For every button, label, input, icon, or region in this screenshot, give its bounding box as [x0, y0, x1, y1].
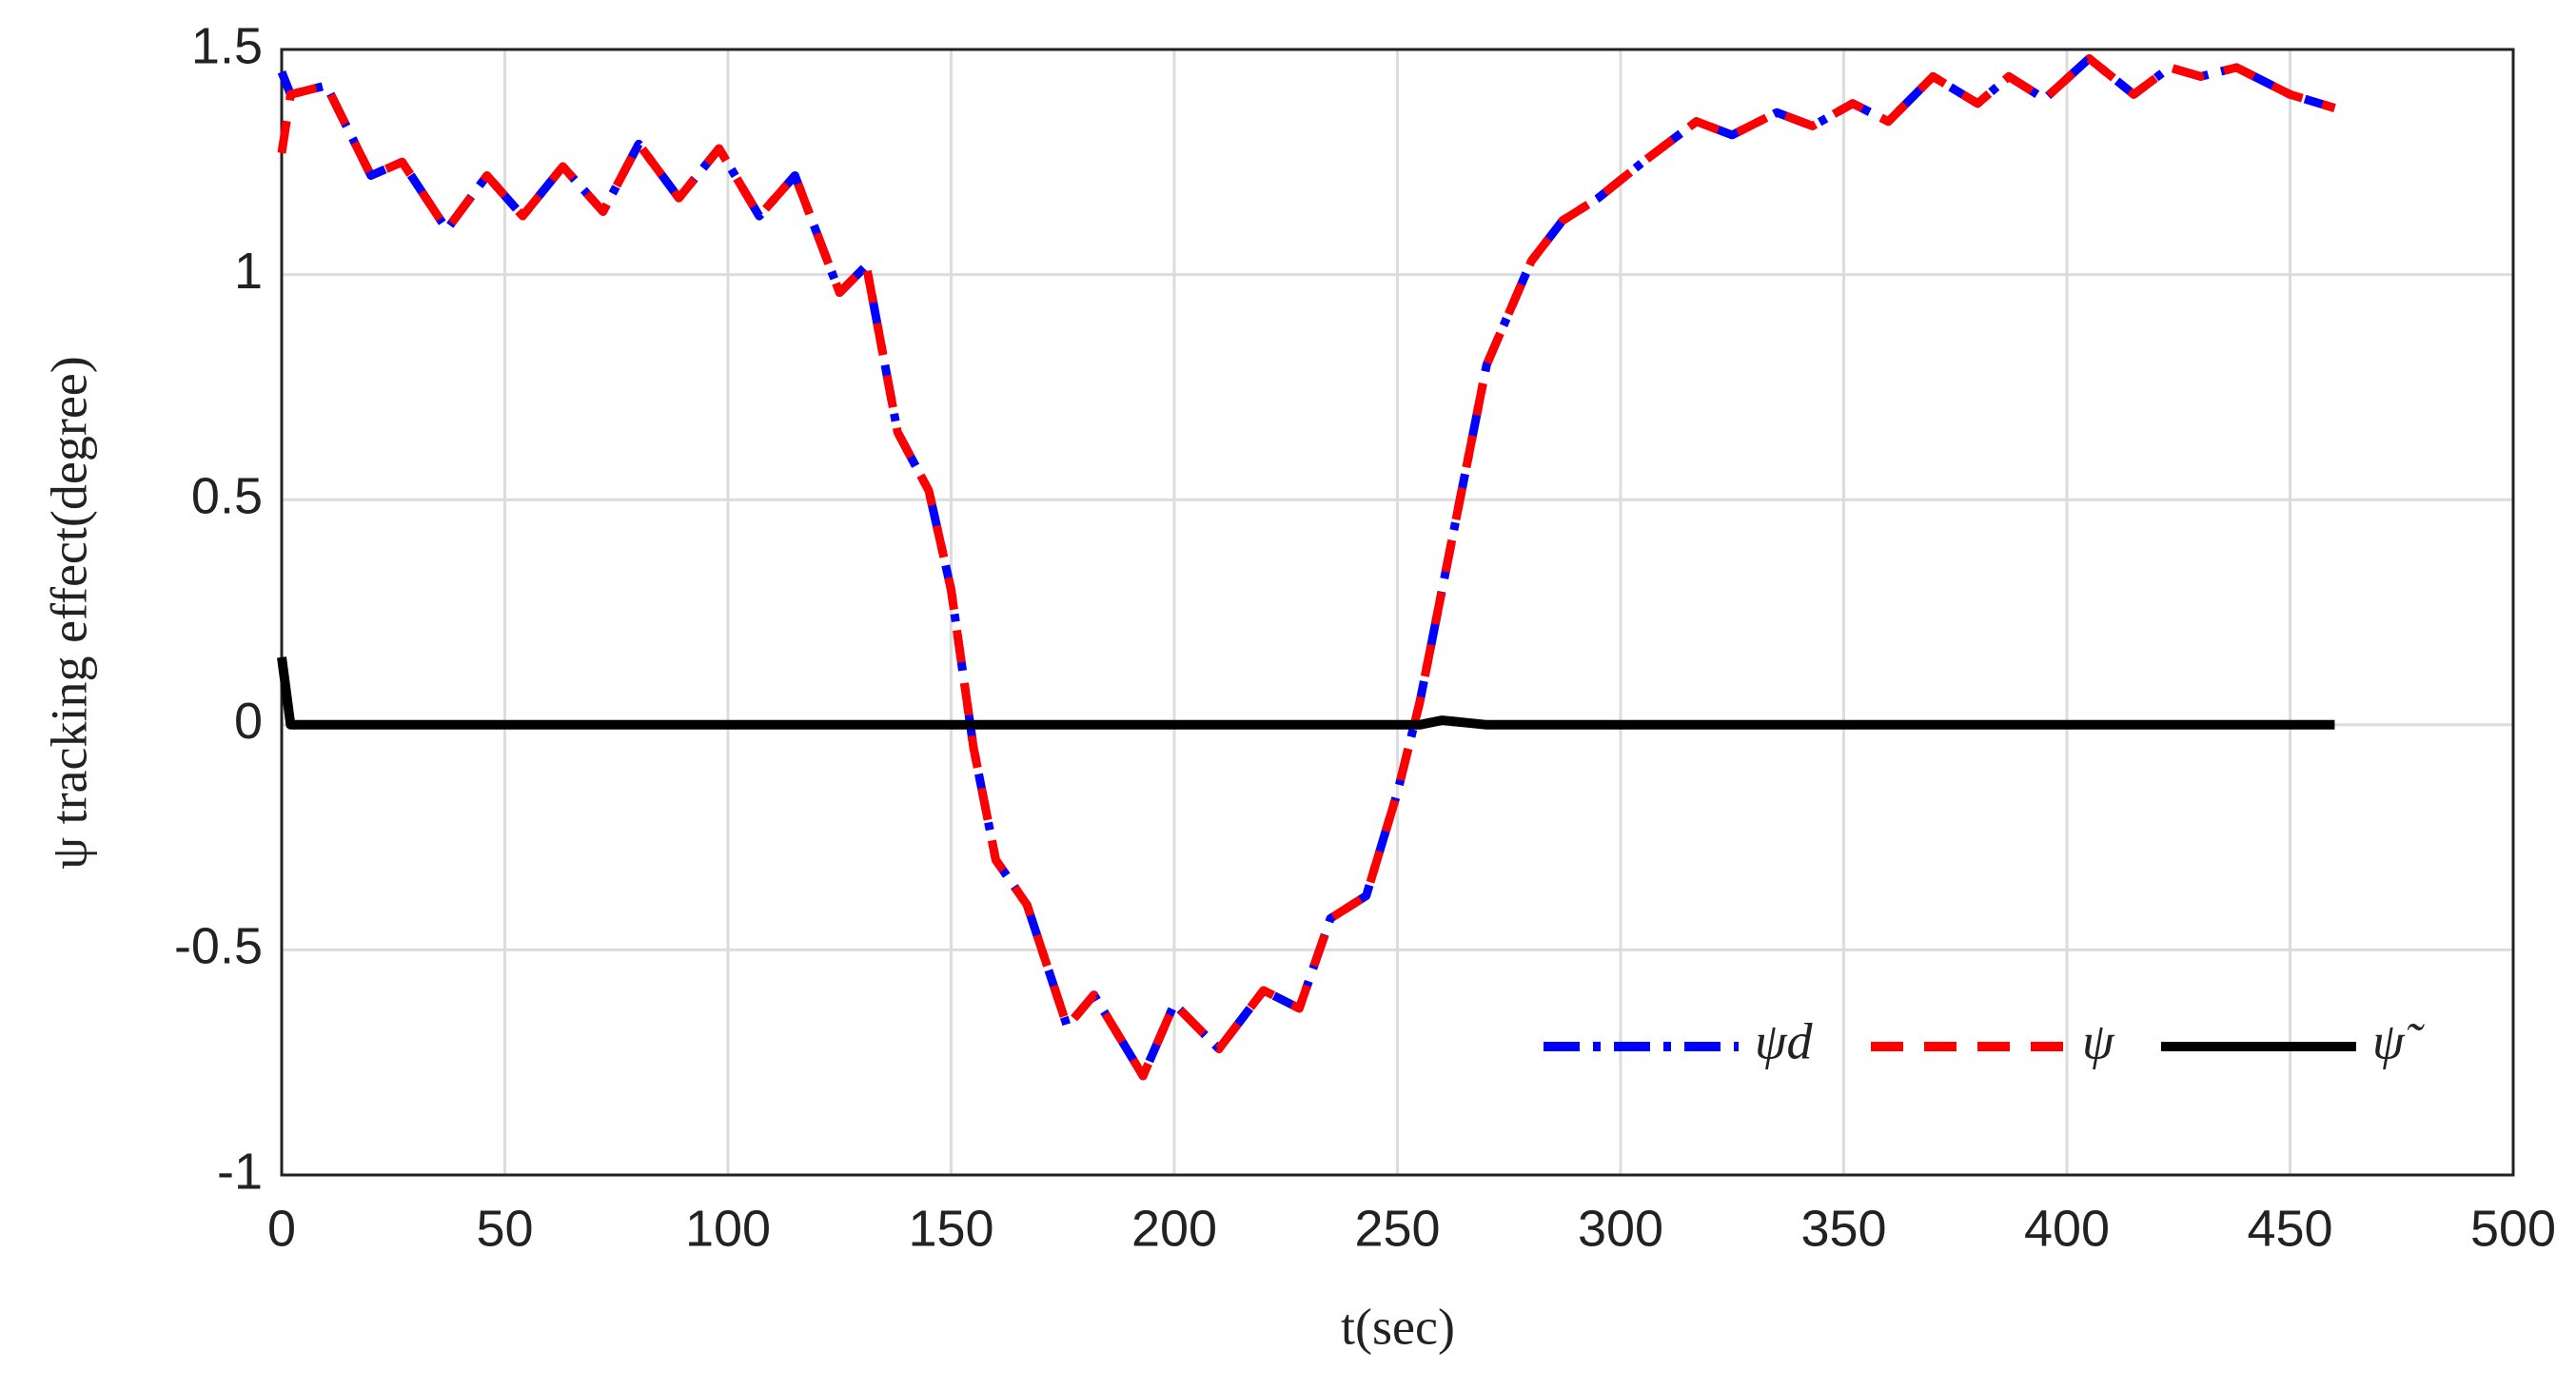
x-tick-label: 250 [1354, 1200, 1440, 1257]
y-tick-label: 1.5 [191, 17, 263, 74]
legend-label: ψd [1755, 1012, 1814, 1069]
axes-frame [280, 48, 2515, 1177]
x-tick-label: 50 [476, 1200, 533, 1257]
x-axis-label: t(sec) [1341, 1298, 1455, 1355]
y-tick-label: -1 [217, 1143, 263, 1200]
x-tick-label: 200 [1131, 1200, 1217, 1257]
y-tick-label: 0.5 [191, 467, 263, 524]
y-axis-label: ψ tracking effect(degree) [40, 356, 97, 869]
x-tick-label: 350 [1800, 1200, 1886, 1257]
legend-label: ψ [2082, 1012, 2115, 1069]
y-tick-label: -0.5 [174, 918, 263, 975]
x-tick-label: 500 [2470, 1200, 2556, 1257]
x-tick-label: 150 [908, 1200, 993, 1257]
y-tick-label: 1 [234, 243, 263, 300]
line [277, 656, 2335, 730]
x-tick-label: 300 [1578, 1200, 1663, 1257]
line [277, 53, 2336, 1081]
x-tick-label: 100 [685, 1200, 771, 1257]
x-tick-label: 400 [2024, 1200, 2110, 1257]
y-tick-label: 0 [234, 693, 263, 750]
x-tick-label: 0 [267, 1200, 296, 1257]
line [277, 53, 2336, 1081]
x-tick-label: 450 [2247, 1200, 2332, 1257]
